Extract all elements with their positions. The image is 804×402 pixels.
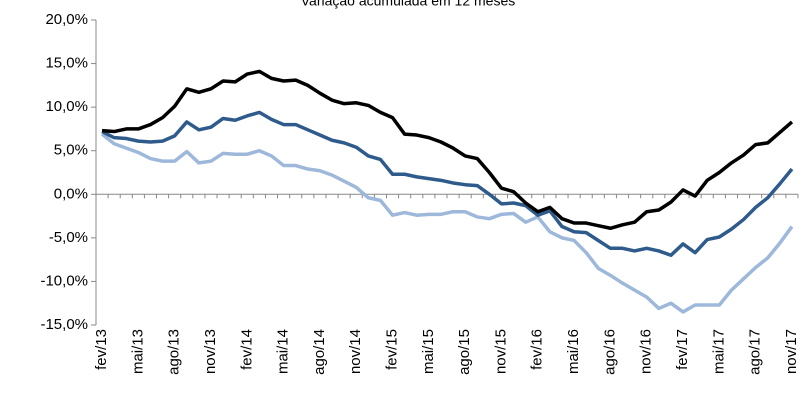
x-tick-label: fev/16	[529, 329, 546, 370]
x-tick-label: mai/17	[710, 329, 727, 374]
x-tick-label: mai/14	[275, 329, 292, 374]
chart-title: Variação acumulada em 12 meses	[301, 0, 516, 9]
x-tick-label: mai/16	[565, 329, 582, 374]
y-tick-label: -5,0%	[49, 229, 88, 246]
y-tick-label: 0,0%	[54, 185, 88, 202]
x-tick-label: mai/15	[420, 329, 437, 374]
x-tick-label: nov/14	[347, 329, 364, 374]
y-tick-label: -15,0%	[40, 316, 88, 333]
x-tick-label: fev/14	[238, 329, 255, 370]
x-tick-label: ago/16	[601, 329, 618, 375]
x-tick-label: ago/15	[456, 329, 473, 375]
y-tick-label: -10,0%	[40, 272, 88, 289]
x-tick-label: fev/15	[384, 329, 401, 370]
x-tick-label: ago/13	[166, 329, 183, 375]
y-tick-label: 20,0%	[45, 11, 88, 28]
x-tick-label: nov/16	[638, 329, 655, 374]
y-tick-label: 5,0%	[54, 142, 88, 159]
x-tick-label: mai/13	[129, 329, 146, 374]
x-tick-label: nov/13	[202, 329, 219, 374]
x-tick-label: fev/17	[674, 329, 691, 370]
y-tick-label: 10,0%	[45, 98, 88, 115]
y-tick-label: 15,0%	[45, 55, 88, 72]
x-tick-label: nov/15	[492, 329, 509, 374]
x-tick-label: nov/17	[783, 329, 800, 374]
x-tick-label: ago/14	[311, 329, 328, 375]
series-line	[101, 69, 794, 231]
series-line	[100, 132, 794, 314]
x-tick-label: fev/13	[93, 329, 110, 370]
series-line	[101, 110, 794, 258]
x-tick-label: ago/17	[747, 329, 764, 375]
